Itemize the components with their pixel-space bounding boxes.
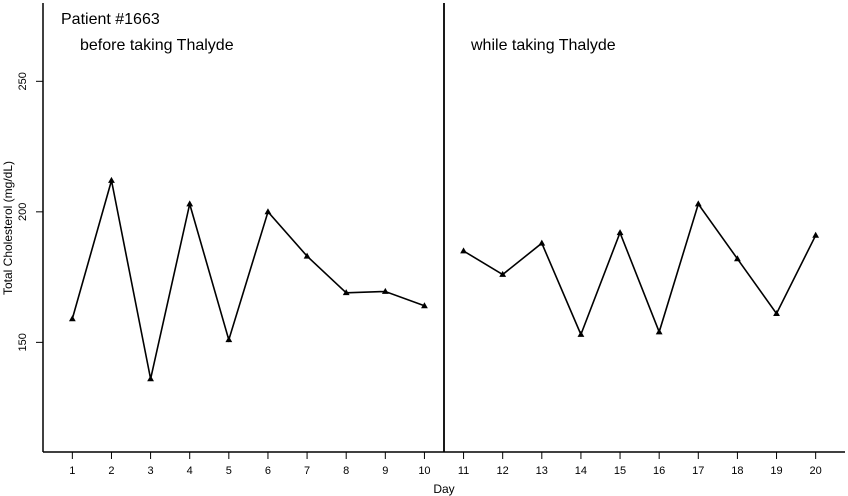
- x-tick-label: 19: [770, 465, 782, 477]
- while-label: while taking Thalyde: [470, 37, 616, 54]
- y-tick-label: 200: [17, 203, 29, 221]
- data-point: [264, 208, 272, 215]
- series-line-1: [71, 180, 425, 380]
- x-tick-label: 17: [692, 465, 704, 477]
- data-point: [694, 200, 702, 207]
- data-point: [342, 289, 350, 296]
- x-tick-label: 18: [731, 465, 743, 477]
- patient-label: Patient #1663: [61, 11, 160, 28]
- x-ticks: 1 2 3 4 5 6 7 8 9 10 11 12 13 14 15 16 17 18 19 20: [69, 452, 822, 477]
- data-point: [655, 328, 663, 335]
- data-point: [499, 270, 507, 277]
- data-point: [147, 375, 154, 382]
- axes: [42, 3, 845, 453]
- data-point: [108, 176, 115, 183]
- x-axis-title: Day: [433, 482, 454, 496]
- x-tick-label: 16: [653, 465, 665, 477]
- y-axis-title: Total Cholesterol (mg/dL): [1, 161, 15, 295]
- series-layer: [68, 176, 820, 382]
- x-tick-label: 10: [418, 465, 430, 477]
- x-tick-label: 3: [148, 465, 154, 477]
- data-point: [381, 287, 389, 294]
- x-tick-label: 15: [614, 465, 626, 477]
- before-label: before taking Thalyde: [80, 37, 234, 54]
- x-tick-label: 20: [810, 465, 822, 477]
- y-ticks: 150 200 250: [17, 72, 43, 352]
- series-line-2: [463, 202, 817, 337]
- x-tick-label: 13: [536, 465, 548, 477]
- data-point: [421, 302, 428, 309]
- x-tick-label: 14: [575, 465, 587, 477]
- x-tick-label: 12: [497, 465, 509, 477]
- x-tick-label: 8: [343, 465, 349, 477]
- data-point: [225, 336, 233, 343]
- x-tick-label: 11: [458, 465, 469, 477]
- data-point: [460, 247, 467, 254]
- data-point: [773, 310, 780, 317]
- y-tick-label: 150: [17, 333, 29, 351]
- x-tick-label: 5: [226, 465, 232, 477]
- x-tick-label: 4: [187, 465, 193, 477]
- y-tick-label: 250: [17, 72, 29, 90]
- data-point: [734, 255, 741, 262]
- data-point: [186, 200, 194, 207]
- x-tick-label: 9: [382, 465, 388, 477]
- x-tick-label: 7: [304, 465, 310, 477]
- x-tick-label: 2: [108, 465, 114, 477]
- data-point: [68, 315, 76, 322]
- data-point: [303, 252, 311, 259]
- data-point: [577, 330, 585, 337]
- data-point: [538, 239, 546, 246]
- data-point: [616, 229, 624, 236]
- x-tick-label: 6: [265, 465, 271, 477]
- x-tick-label: 1: [69, 465, 75, 477]
- data-point: [812, 231, 820, 238]
